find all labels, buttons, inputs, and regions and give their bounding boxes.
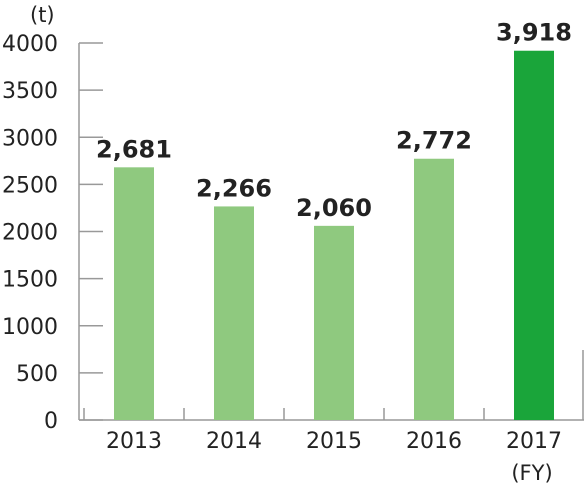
x-tick-label-2016: 2016 — [406, 429, 462, 454]
x-axis-unit-label: (FY) — [511, 461, 552, 485]
x-tick-label-2017: 2017 — [506, 429, 562, 454]
data-label-2013: 2,681 — [96, 135, 172, 163]
x-tick-label-2014: 2014 — [206, 429, 262, 454]
bars: 2,681 2013 2,266 2014 2,060 2015 2,772 2016 3,91… — [96, 19, 572, 454]
y-tick-label: 3500 — [2, 79, 58, 104]
y-tick-label: 1500 — [2, 268, 58, 293]
y-tick-label: 3000 — [2, 126, 58, 151]
data-label-2016: 2,772 — [396, 127, 472, 155]
x-tick-label-2013: 2013 — [106, 429, 162, 454]
bar-2017 — [514, 50, 554, 420]
y-tick-label: 4000 — [2, 32, 58, 57]
axes: 0 500 1000 1500 2000 2500 3000 3500 4000 — [2, 32, 584, 434]
y-tick-label: 0 — [44, 409, 58, 434]
bar-2015 — [314, 225, 354, 420]
bar-2014 — [214, 206, 254, 420]
bar-2016 — [414, 158, 454, 420]
y-tick-label: 2000 — [2, 221, 58, 246]
data-label-2014: 2,266 — [196, 174, 272, 202]
x-tick-label-2015: 2015 — [306, 429, 362, 454]
bar-2013 — [114, 167, 154, 420]
data-label-2015: 2,060 — [296, 194, 372, 222]
y-axis-unit-label: (t) — [30, 3, 55, 27]
y-tick-label: 1000 — [2, 315, 58, 340]
y-tick-label: 500 — [16, 362, 58, 387]
y-tick-label: 2500 — [2, 173, 58, 198]
data-label-2017: 3,918 — [496, 19, 572, 47]
